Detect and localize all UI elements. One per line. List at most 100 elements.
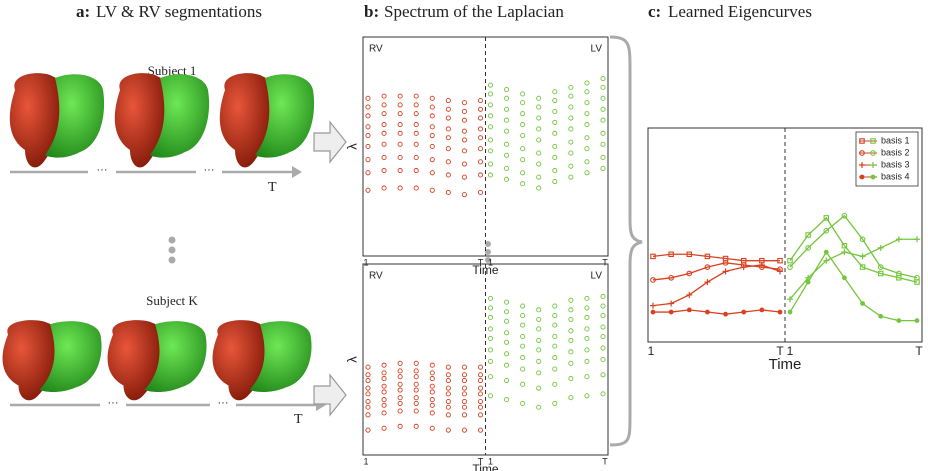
marker	[859, 236, 866, 243]
data-point	[445, 172, 451, 178]
data-point	[445, 412, 451, 418]
subject-label: Subject K	[146, 293, 198, 308]
data-point	[600, 141, 606, 147]
data-point	[487, 393, 494, 399]
data-point	[365, 372, 371, 378]
marker	[859, 264, 866, 270]
data-point	[461, 404, 467, 410]
data-point	[365, 404, 371, 410]
data-point	[536, 137, 542, 143]
data-point	[487, 374, 494, 380]
panel-letter: b:	[364, 2, 379, 21]
data-point	[552, 381, 558, 387]
data-point	[487, 326, 494, 332]
data-point	[381, 93, 387, 99]
data-point	[552, 119, 558, 125]
data-point	[520, 181, 526, 187]
data-point	[584, 326, 590, 332]
marker	[823, 227, 830, 234]
data-point	[461, 391, 467, 397]
legend-marker	[859, 174, 865, 180]
data-point	[584, 89, 590, 95]
data-point	[429, 425, 435, 431]
marker	[787, 296, 793, 303]
data-point	[397, 395, 403, 401]
marker	[823, 249, 829, 255]
data-point	[568, 93, 574, 99]
marker	[896, 270, 902, 277]
data-point	[477, 398, 484, 405]
data-point	[552, 154, 558, 160]
data-point	[504, 318, 510, 324]
data-point	[600, 76, 606, 82]
legend-marker	[870, 150, 876, 156]
data-point	[520, 303, 526, 309]
curve	[789, 214, 918, 279]
data-point	[461, 174, 467, 180]
data-point	[600, 130, 606, 136]
data-point	[487, 113, 494, 119]
data-point	[536, 337, 542, 343]
data-point	[413, 141, 419, 147]
data-point	[584, 374, 590, 380]
data-point	[600, 391, 606, 397]
data-point	[461, 385, 467, 391]
marker	[686, 291, 693, 298]
legend-label: basis 2	[881, 147, 910, 157]
region-label: LV	[591, 271, 603, 282]
data-point	[504, 351, 510, 357]
data-point	[487, 148, 494, 154]
data-point	[552, 97, 558, 104]
data-point	[413, 93, 419, 99]
curve	[652, 253, 780, 262]
data-point	[504, 117, 510, 123]
x-tick-label: T	[776, 344, 784, 358]
x-tick-label: 1	[488, 456, 493, 466]
data-point	[397, 408, 403, 414]
data-point	[429, 187, 435, 193]
curve	[789, 250, 917, 322]
data-point	[487, 161, 494, 167]
data-point	[520, 400, 526, 406]
data-point	[397, 168, 403, 174]
data-point	[568, 395, 574, 401]
data-point	[520, 170, 526, 176]
arrow	[313, 120, 347, 164]
data-point	[365, 412, 371, 418]
x-tick-label: 1	[648, 344, 655, 358]
data-point	[600, 154, 606, 160]
data-point	[600, 313, 606, 319]
x-tick-label: 1	[363, 257, 368, 267]
data-point	[520, 122, 526, 128]
data-point	[381, 154, 387, 160]
x-tick-label: T	[478, 456, 484, 466]
marker	[686, 307, 692, 313]
marker	[787, 257, 793, 264]
data-point	[552, 400, 558, 406]
x-tick-label: T	[915, 344, 923, 358]
data-point	[461, 192, 467, 198]
data-point	[477, 172, 484, 178]
marker	[805, 279, 811, 285]
marker	[841, 242, 848, 249]
data-point	[381, 168, 387, 174]
data-point	[584, 347, 590, 353]
data-point	[584, 111, 590, 117]
data-point	[584, 358, 590, 364]
marker	[823, 257, 830, 264]
data-point	[445, 364, 451, 370]
data-point	[600, 324, 606, 330]
x-tick-label: 1	[363, 456, 368, 466]
data-point	[504, 152, 510, 158]
data-point	[429, 397, 435, 403]
data-point	[487, 91, 494, 97]
data-point	[381, 389, 387, 395]
data-point	[429, 376, 435, 382]
data-point	[584, 295, 590, 301]
data-point	[520, 111, 526, 117]
data-point	[568, 349, 574, 355]
marker	[777, 257, 783, 264]
legend-label: basis 4	[881, 171, 910, 181]
data-point	[536, 126, 542, 132]
data-point	[445, 385, 451, 391]
